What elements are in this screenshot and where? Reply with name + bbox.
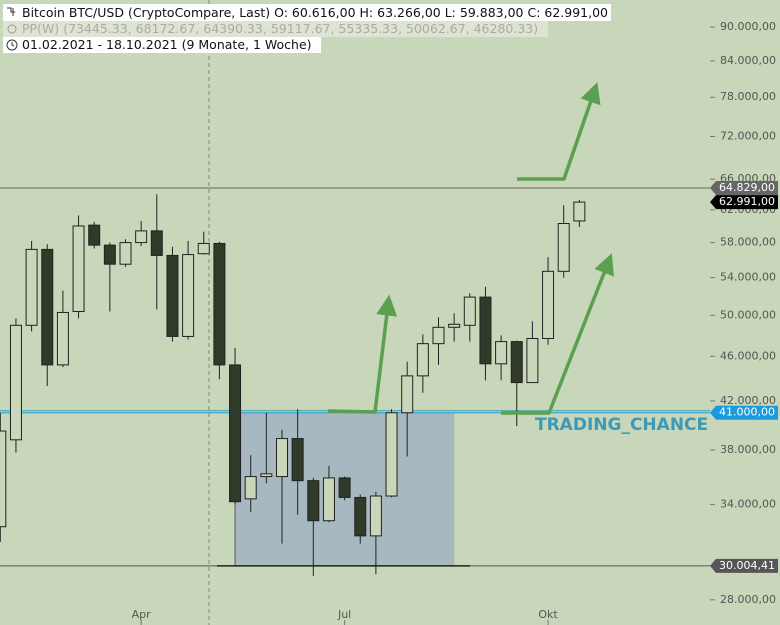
- candle-body: [260, 473, 273, 478]
- level-tag: [710, 558, 778, 573]
- y-tick-label: 96.000,00: [720, 0, 776, 1]
- candle-body: [182, 254, 195, 337]
- candle-body: [9, 324, 22, 441]
- y-tick-label: 58.000,00: [720, 236, 776, 249]
- candle-body: [542, 270, 555, 339]
- level-label: 64.829,00: [719, 181, 775, 194]
- candle-body: [338, 477, 351, 498]
- legend-box: [3, 37, 321, 53]
- y-tick-label: 34.000,00: [720, 498, 776, 511]
- candle-body: [276, 438, 288, 478]
- candle-body: [573, 201, 586, 222]
- icon: [7, 7, 15, 16]
- icon: [7, 24, 17, 34]
- y-tick-label: 46.000,00: [720, 349, 776, 362]
- candle-body: [432, 326, 445, 345]
- candle-body: [479, 296, 492, 365]
- candle-body: [307, 480, 320, 522]
- candle-body: [56, 311, 69, 366]
- candle-body: [41, 248, 54, 366]
- icon: [6, 39, 18, 51]
- level-tag: [710, 180, 778, 195]
- candle-body: [72, 225, 85, 312]
- y-tick-label: 84.000,00: [720, 54, 776, 67]
- candle-body: [135, 230, 148, 244]
- candle-body: [526, 337, 539, 384]
- candle-body: [229, 364, 242, 503]
- candle-body: [291, 438, 304, 482]
- candle-body: [197, 242, 210, 255]
- y-tick-label: 38.000,00: [720, 443, 776, 456]
- candle-body: [150, 230, 163, 256]
- legend-indicator: PP(W) (73445.33, 68172.67, 64390.33, 591…: [22, 21, 538, 36]
- annotation: TRADING_CHANCE: [535, 415, 708, 435]
- candle-body: [166, 254, 179, 337]
- candle-body: [88, 224, 101, 246]
- y-tick-label: 90.000,00: [720, 20, 776, 33]
- candle-body: [103, 244, 116, 265]
- candle-body: [244, 476, 257, 500]
- y-tick-label: 54.000,00: [720, 271, 776, 284]
- candle-body: [25, 248, 38, 326]
- level-label: 41.000,00: [719, 406, 775, 419]
- arrow: [517, 82, 601, 181]
- y-tick-label: 78.000,00: [720, 90, 776, 103]
- candle-body: [510, 341, 523, 384]
- candle-body: [557, 223, 570, 272]
- level-tag: [710, 195, 778, 210]
- y-tick-label: 72.000,00: [720, 130, 776, 143]
- candle-body: [448, 323, 461, 328]
- x-tick-label: Jul: [337, 608, 351, 621]
- candle-body: [119, 242, 132, 265]
- legend-range: 01.02.2021 - 18.10.2021 (9 Monate, 1 Woc…: [22, 37, 312, 52]
- level-tag: [710, 405, 778, 420]
- candle-body: [385, 412, 398, 497]
- level-label: 62.991,00: [719, 195, 775, 208]
- legend-title: Bitcoin BTC/USD (CryptoCompare, Last) O:…: [22, 5, 608, 20]
- candle-body: [0, 430, 7, 528]
- legend-box: [3, 21, 548, 37]
- legend-box: [3, 4, 611, 21]
- arrow: [501, 253, 614, 415]
- candle-body: [322, 477, 335, 522]
- level-label: 30.004,41: [719, 559, 775, 572]
- candle-body: [213, 242, 226, 366]
- y-tick-label: 42.000,00: [720, 394, 776, 407]
- x-tick-label: Okt: [538, 608, 558, 621]
- icon: [11, 42, 15, 47]
- arrow: [327, 294, 398, 414]
- candle-body: [416, 343, 429, 377]
- y-tick-label: 50.000,00: [720, 308, 776, 321]
- y-tick-label: 28.000,00: [720, 593, 776, 606]
- candle-body: [463, 296, 476, 326]
- candle-body: [495, 341, 508, 365]
- x-tick-label: Apr: [132, 608, 152, 621]
- candle-body: [354, 496, 367, 537]
- candle-body: [401, 375, 414, 414]
- candle-body: [369, 495, 382, 537]
